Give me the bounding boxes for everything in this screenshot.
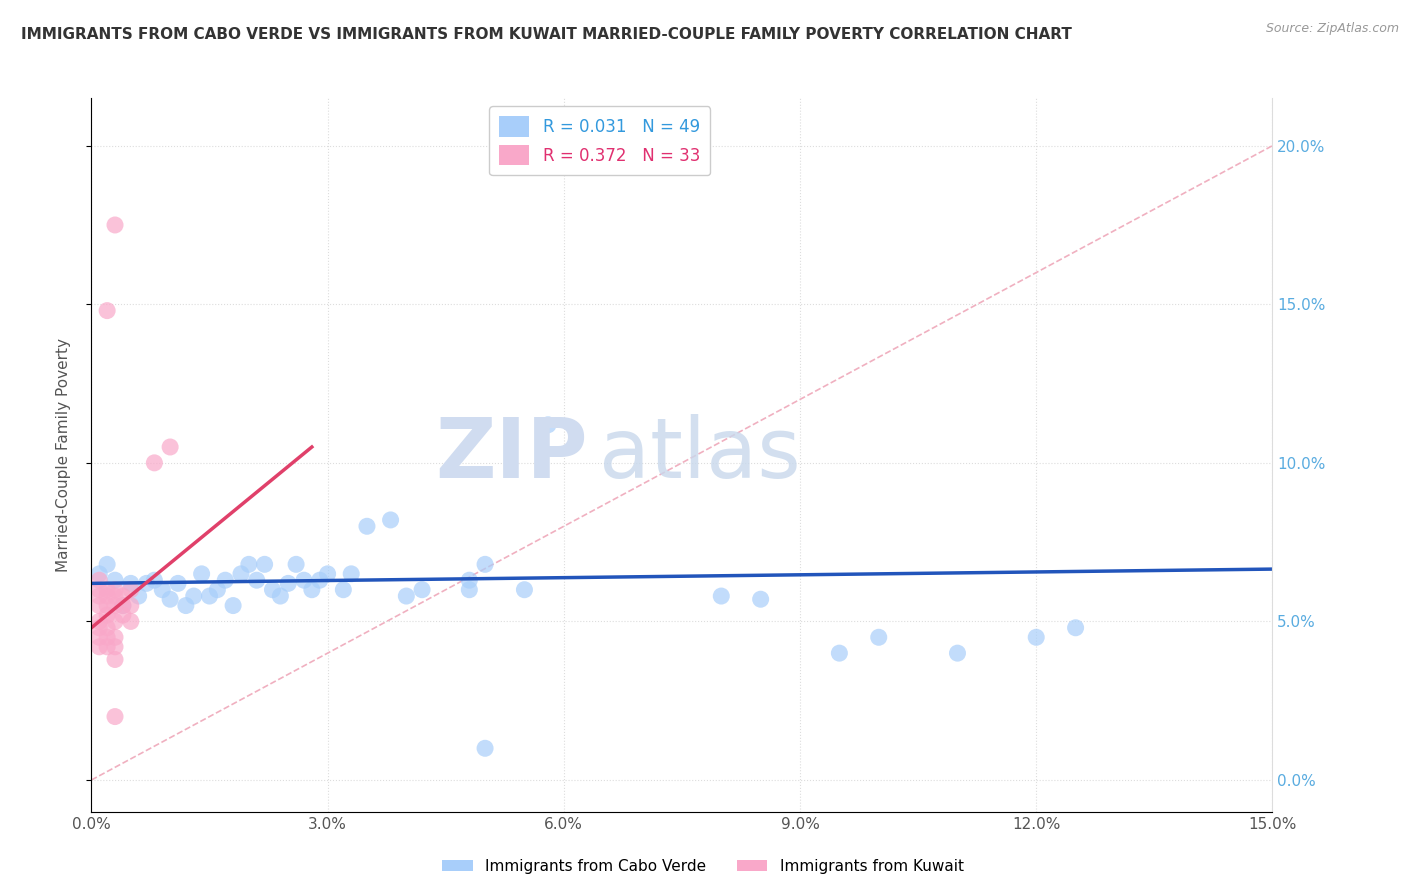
Point (111, 608, 134, 623)
Point (104, 652, 127, 666)
Point (143, 573, 166, 587)
Point (946, 646, 969, 660)
Point (96, 303, 118, 318)
Point (474, 741, 496, 756)
Point (262, 582, 284, 597)
Point (135, 576, 157, 591)
Point (207, 582, 229, 597)
Text: IMMIGRANTS FROM CABO VERDE VS IMMIGRANTS FROM KUWAIT MARRIED-COUPLE FAMILY POVER: IMMIGRANTS FROM CABO VERDE VS IMMIGRANTS… (21, 27, 1071, 42)
Point (380, 513, 402, 527)
Point (89, 566, 111, 581)
Point (120, 576, 142, 591)
Point (214, 573, 236, 587)
Point (198, 589, 221, 603)
Point (96, 640, 118, 654)
Point (128, 589, 150, 603)
Point (104, 218, 127, 232)
Point (190, 566, 212, 581)
Point (308, 573, 330, 587)
Point (710, 589, 733, 603)
Point (120, 582, 142, 597)
Point (104, 582, 127, 597)
Point (340, 566, 363, 581)
Point (1025, 630, 1047, 644)
Point (89, 640, 111, 654)
Point (111, 589, 134, 603)
Point (104, 589, 127, 603)
Point (120, 615, 142, 629)
Point (749, 592, 772, 607)
Point (89, 599, 111, 613)
Point (537, 417, 560, 432)
Point (104, 573, 127, 587)
Point (167, 576, 190, 591)
Point (111, 599, 134, 613)
Point (229, 566, 252, 581)
Point (159, 592, 181, 607)
Point (513, 582, 536, 597)
Point (301, 582, 323, 597)
Point (332, 582, 354, 597)
Text: Source: ZipAtlas.com: Source: ZipAtlas.com (1265, 22, 1399, 36)
Point (96, 630, 118, 644)
Legend: Immigrants from Cabo Verde, Immigrants from Kuwait: Immigrants from Cabo Verde, Immigrants f… (436, 853, 970, 880)
Point (96, 582, 118, 597)
Point (183, 589, 205, 603)
Point (458, 582, 481, 597)
Point (222, 599, 245, 613)
Point (104, 640, 127, 654)
Point (104, 630, 127, 644)
Point (104, 709, 127, 723)
Point (120, 599, 142, 613)
Text: atlas: atlas (599, 415, 801, 495)
Point (89, 589, 111, 603)
Y-axis label: Married-Couple Family Poverty: Married-Couple Family Poverty (56, 338, 70, 572)
Point (104, 615, 127, 629)
Point (143, 456, 166, 470)
Legend: R = 0.031   N = 49, R = 0.372   N = 33: R = 0.031 N = 49, R = 0.372 N = 33 (489, 106, 710, 176)
Point (89, 582, 111, 597)
Point (395, 589, 418, 603)
Point (89, 621, 111, 635)
Point (411, 582, 433, 597)
Point (316, 566, 339, 581)
Point (96, 599, 118, 613)
Point (111, 599, 134, 613)
Point (89, 573, 111, 587)
Point (96, 608, 118, 623)
Point (174, 599, 197, 613)
Point (246, 573, 269, 587)
Point (253, 558, 276, 572)
Point (238, 558, 260, 572)
Point (96, 589, 118, 603)
Point (1064, 621, 1087, 635)
Point (96, 621, 118, 635)
Point (868, 630, 890, 644)
Point (96, 558, 118, 572)
Point (269, 589, 291, 603)
Point (292, 573, 315, 587)
Point (828, 646, 851, 660)
Point (285, 558, 308, 572)
Point (277, 576, 299, 591)
Point (474, 558, 496, 572)
Point (150, 582, 173, 597)
Point (89, 630, 111, 644)
Point (89, 615, 111, 629)
Point (159, 440, 181, 454)
Point (356, 519, 378, 533)
Point (104, 599, 127, 613)
Point (458, 573, 481, 587)
Text: ZIP: ZIP (434, 415, 588, 495)
